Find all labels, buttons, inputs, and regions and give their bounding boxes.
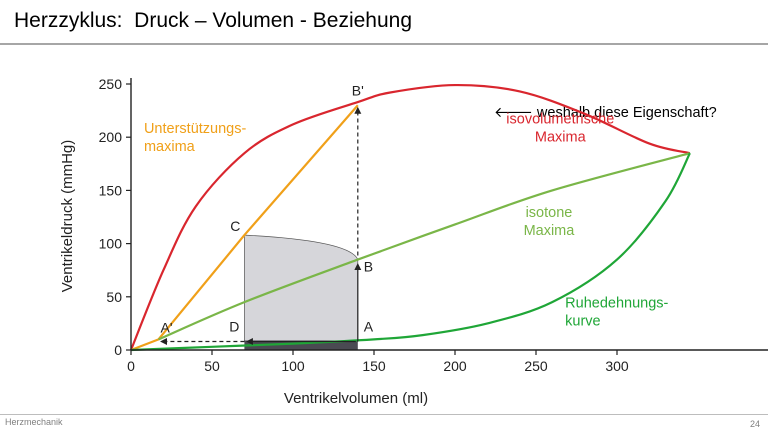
y-axis-label: Ventrikeldruck (mmHg) xyxy=(59,140,76,293)
annotation-line: maxima xyxy=(144,139,196,155)
y-tick-label: 250 xyxy=(99,76,123,92)
y-tick-label: 200 xyxy=(99,129,123,145)
y-tick-label: 150 xyxy=(99,182,123,198)
resting-stretch-curve xyxy=(130,152,691,352)
x-tick-label: 0 xyxy=(127,358,135,374)
annotation-note: 🡐 weshalb diese Eigenschaft? xyxy=(494,105,717,121)
slide-title: Herzzyklus: Druck – Volumen - Beziehung xyxy=(14,9,413,32)
x-tick-label: 300 xyxy=(605,358,629,374)
annotation-line: Maxima xyxy=(535,129,587,145)
y-tick-label: 0 xyxy=(114,342,122,358)
footer-text: Herzmechanik xyxy=(5,417,63,427)
x-tick-label: 100 xyxy=(281,358,305,374)
point-label: D xyxy=(229,318,239,334)
y-tick-label: 100 xyxy=(99,236,123,252)
isovolumetric-maxima-curve xyxy=(129,83,691,351)
curve-annotation: Unterstützungs-maxima xyxy=(144,121,247,155)
x-tick-label: 150 xyxy=(362,358,386,374)
work-loop-area xyxy=(244,234,359,342)
curve-annotation: isotone Maxima xyxy=(524,205,576,239)
point-label: A xyxy=(364,318,374,334)
annotation-line: Unterstützungs- xyxy=(144,121,247,137)
page-number: 24 xyxy=(749,419,760,429)
y-tick-label: 50 xyxy=(106,289,122,305)
footer-divider xyxy=(0,414,768,415)
point-label: B xyxy=(364,259,373,275)
curve-annotation: isovolumetrische Maxima xyxy=(506,111,614,145)
annotation-line: Ruhedehnungs- xyxy=(565,295,668,311)
point-label: C xyxy=(230,218,240,234)
x-tick-label: 200 xyxy=(443,358,467,374)
x-tick-label: 50 xyxy=(204,358,220,374)
point-label: B' xyxy=(352,82,364,98)
annotation-line: isotone xyxy=(526,205,573,221)
x-tick-label: 250 xyxy=(524,358,548,374)
support-maxima-line xyxy=(130,104,359,352)
annotation-line: Maxima xyxy=(524,223,576,239)
annotation-line: isovolumetrische xyxy=(506,111,614,127)
point-label: A' xyxy=(161,319,173,335)
curve-annotation: Ruhedehnungs-kurve xyxy=(565,295,668,329)
filling-phase-band xyxy=(244,340,358,350)
title-divider xyxy=(0,43,768,45)
isotonic-maxima-curve xyxy=(158,152,691,341)
x-axis-label: Ventrikelvolumen (ml) xyxy=(284,390,428,407)
annotation-line: kurve xyxy=(565,313,600,329)
